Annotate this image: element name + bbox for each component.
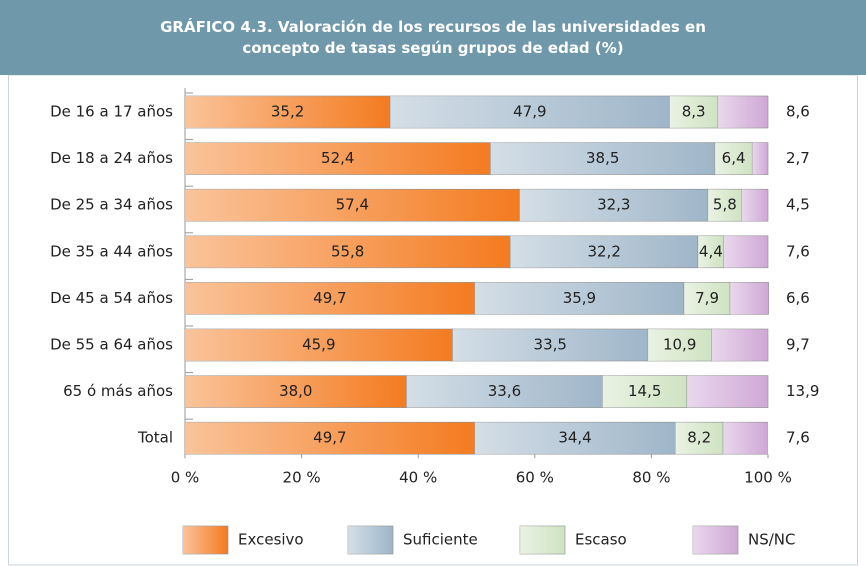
data-label: 32,2	[587, 242, 620, 260]
y-tick-label: De 45 a 54 años	[50, 289, 173, 307]
data-label: 7,6	[786, 429, 810, 447]
y-tick-label: De 16 a 17 años	[50, 103, 173, 121]
legend-label: NS/NC	[748, 531, 796, 549]
x-tick-label: 80 %	[632, 469, 670, 487]
bar-shade	[452, 329, 648, 361]
data-label: 33,6	[488, 382, 521, 400]
data-label: 7,9	[695, 289, 719, 307]
legend-shade	[183, 526, 228, 554]
bar-shade	[406, 375, 603, 408]
bar-shade	[752, 142, 768, 175]
data-label: 45,9	[302, 336, 335, 354]
bar-shade	[185, 189, 520, 222]
data-label: 10,9	[663, 336, 696, 354]
data-label: 52,4	[321, 149, 354, 167]
bar-shade	[490, 142, 715, 175]
data-label: 35,2	[271, 103, 304, 121]
bar-shade	[684, 282, 731, 315]
legend-label: Excesivo	[238, 531, 304, 549]
data-label: 6,4	[722, 149, 746, 167]
legend-shade	[520, 526, 565, 554]
data-label: 5,8	[713, 196, 737, 214]
bar-shade	[711, 329, 768, 361]
x-tick-label: 40 %	[399, 469, 437, 487]
bar-shade	[185, 142, 491, 175]
bar-shade	[185, 235, 511, 268]
data-label: 35,9	[563, 289, 596, 307]
data-label: 8,3	[682, 103, 706, 121]
bar-shade	[185, 96, 391, 128]
bar-shade	[519, 189, 708, 222]
bar-shade	[390, 96, 670, 128]
data-label: 34,4	[558, 429, 591, 447]
bar-shade	[723, 422, 768, 455]
bar-shade	[647, 329, 712, 361]
data-label: 9,7	[786, 336, 810, 354]
legend-label: Suficiente	[403, 531, 478, 549]
data-label: 7,6	[786, 242, 810, 260]
bar-shade	[474, 282, 685, 315]
data-label: 8,2	[687, 429, 711, 447]
bar-shade	[474, 422, 676, 455]
bar-shade	[707, 189, 742, 222]
data-label: 32,3	[597, 196, 630, 214]
bar-shade	[698, 235, 724, 268]
data-label: 33,5	[534, 336, 567, 354]
bar-shade	[185, 422, 475, 455]
bar-shade	[730, 282, 769, 315]
bar-shade	[741, 189, 768, 222]
x-tick-label: 0 %	[171, 469, 200, 487]
legend-label: Escaso	[575, 531, 627, 549]
data-label: 2,7	[786, 149, 810, 167]
bar-shade	[185, 329, 453, 361]
y-tick-label: De 55 a 64 años	[50, 336, 173, 354]
data-label: 55,8	[331, 242, 364, 260]
data-label: 38,0	[279, 382, 312, 400]
legend-shade	[348, 526, 393, 554]
bar-shade	[717, 96, 768, 128]
data-label: 13,9	[786, 382, 819, 400]
x-tick-label: 100 %	[744, 469, 792, 487]
y-tick-label: Total	[137, 429, 173, 447]
data-label: 38,5	[586, 149, 619, 167]
data-label: 14,5	[628, 382, 661, 400]
bar-shade	[185, 375, 407, 408]
x-tick-label: 60 %	[516, 469, 554, 487]
y-tick-label: De 18 a 24 años	[50, 149, 173, 167]
legend-shade	[693, 526, 738, 554]
data-label: 57,4	[336, 196, 369, 214]
bar-shade	[723, 235, 768, 268]
data-label: 4,4	[699, 242, 723, 260]
data-label: 47,9	[513, 103, 546, 121]
data-label: 4,5	[786, 196, 810, 214]
data-label: 49,7	[313, 429, 346, 447]
chart-title: GRÁFICO 4.3. Valoración de los recursos …	[160, 17, 706, 57]
header: GRÁFICO 4.3. Valoración de los recursos …	[0, 0, 866, 75]
bar-shade	[714, 142, 753, 175]
y-tick-label: 65 ó más años	[63, 382, 173, 400]
bar-shade	[602, 375, 687, 408]
data-label: 6,6	[786, 289, 810, 307]
bar-shade	[185, 282, 475, 315]
bar-shade	[510, 235, 699, 268]
x-tick-label: 20 %	[283, 469, 321, 487]
data-label: 49,7	[313, 289, 346, 307]
frame	[8, 74, 858, 566]
bar-shade	[675, 422, 724, 455]
y-tick-label: De 25 a 34 años	[50, 196, 173, 214]
data-label: 8,6	[786, 103, 810, 121]
y-tick-label: De 35 a 44 años	[50, 242, 173, 260]
bar-shade	[669, 96, 718, 128]
bar-shade	[686, 375, 768, 408]
